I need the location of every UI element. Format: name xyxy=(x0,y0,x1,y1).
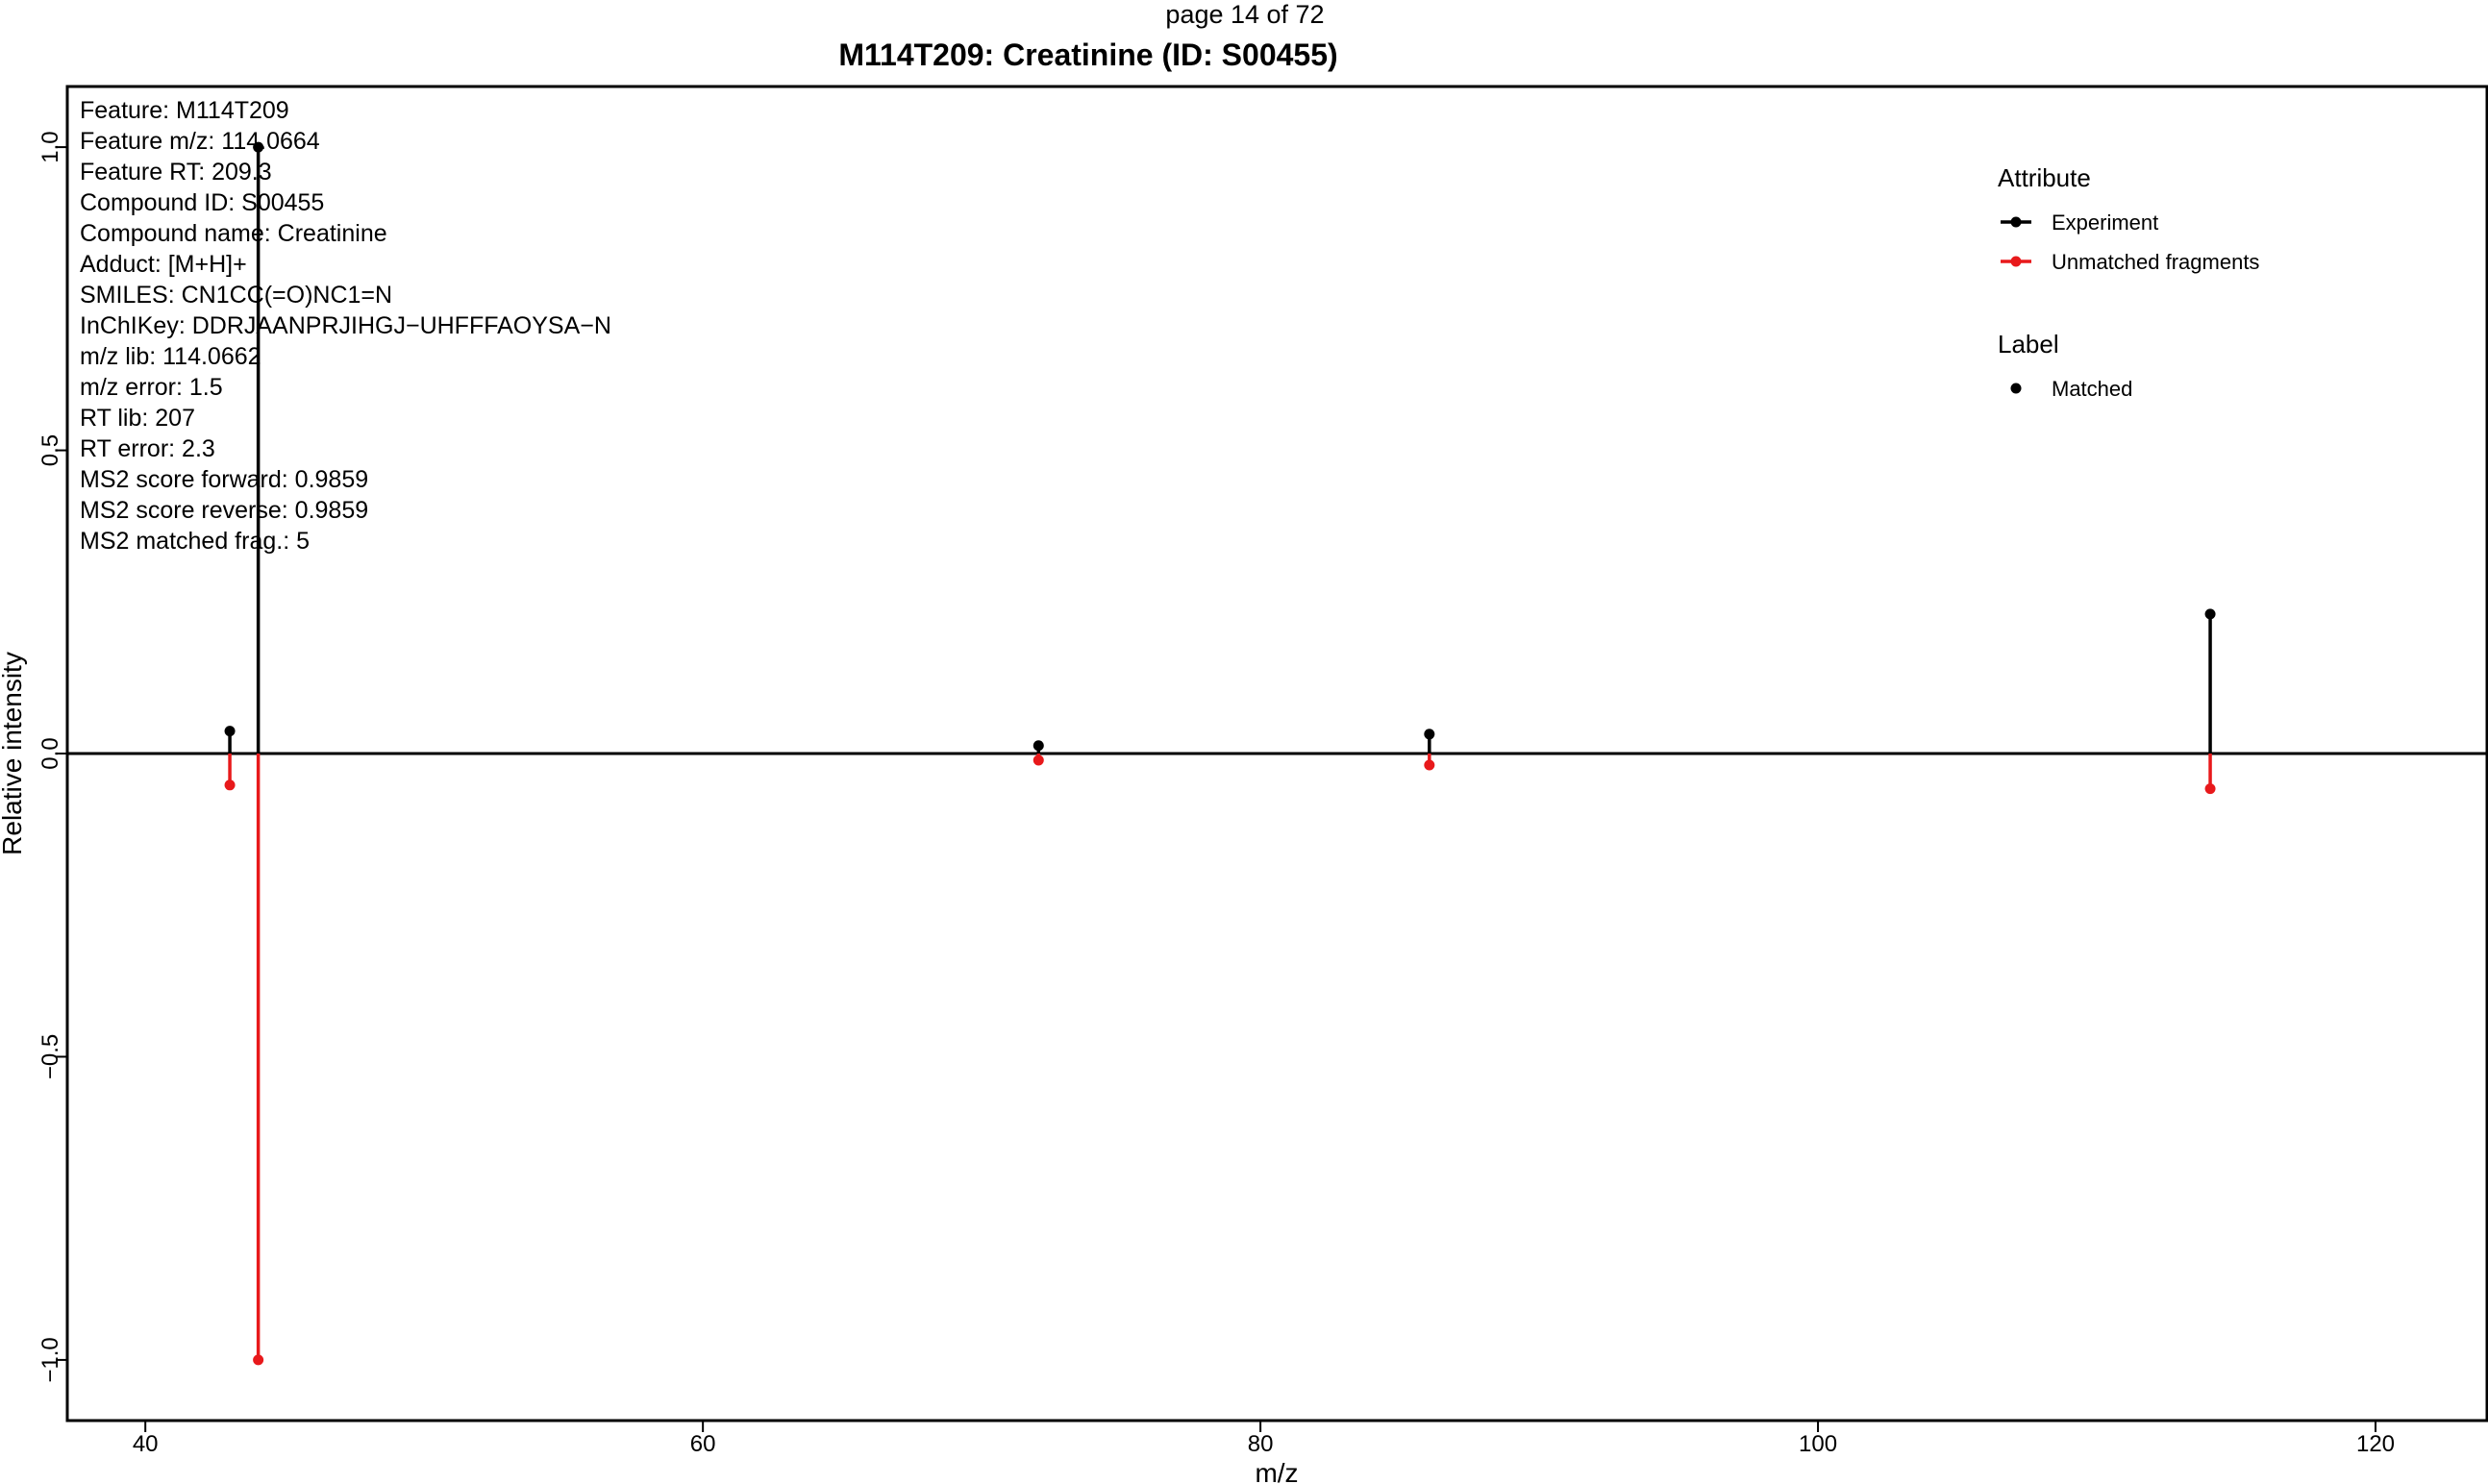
annotation-line: InChIKey: DDRJAANPRJIHGJ−UHFFFAOYSA−N xyxy=(80,312,611,339)
legend: Attribute Experiment Unmatched fragments La… xyxy=(1998,163,2259,401)
spectrum-peak-point xyxy=(253,141,264,153)
legend-point-swatch xyxy=(2010,256,2022,267)
annotation-line: m/z error: 1.5 xyxy=(80,374,223,401)
annotation-line: MS2 matched frag.: 5 xyxy=(80,528,310,555)
x-axis-label: m/z xyxy=(1255,1458,1298,1484)
annotation-line: Feature RT: 209.3 xyxy=(80,159,272,186)
spectrum-peak-point xyxy=(2204,783,2216,795)
y-tick-label: 0.0 xyxy=(37,737,63,769)
x-axis: 40 60 80 100 120 xyxy=(133,1421,2395,1457)
y-axis: −1.0 −0.5 0.0 0.5 1.0 xyxy=(37,131,67,1383)
legend-item-label: Experiment xyxy=(2052,210,2158,235)
annotation-line: RT lib: 207 xyxy=(80,405,195,432)
page-label: page 14 of 72 xyxy=(1165,0,1324,29)
y-tick-label: 0.5 xyxy=(37,434,63,466)
annotation-line: Feature: M114T209 xyxy=(80,97,289,124)
spectrum-peak-point xyxy=(224,779,236,791)
spectrum-peak-point xyxy=(2204,608,2216,620)
spectrum-peak-point xyxy=(1424,759,1435,771)
annotation-line: SMILES: CN1CC(=O)NC1=N xyxy=(80,282,392,309)
annotation-line: RT error: 2.3 xyxy=(80,435,215,462)
y-axis-label: Relative intensity xyxy=(0,652,27,855)
x-tick-label: 40 xyxy=(133,1431,159,1457)
spectrum-peak-point xyxy=(1424,729,1435,740)
y-tick-label: −1.0 xyxy=(37,1337,63,1382)
spectrum-peak-point xyxy=(253,1354,264,1366)
legend-item-label: Unmatched fragments xyxy=(2052,250,2259,274)
annotation-line: Feature m/z: 114.0664 xyxy=(80,128,320,155)
annotation-line: Adduct: [M+H]+ xyxy=(80,251,247,278)
series-layer xyxy=(224,141,2216,1366)
y-tick-label: 1.0 xyxy=(37,131,63,162)
x-tick-label: 60 xyxy=(690,1431,716,1457)
x-tick-label: 80 xyxy=(1248,1431,1274,1457)
feature-annotation: Feature: M114T209 Feature m/z: 114.0664 Fe… xyxy=(80,97,611,555)
legend-point-swatch xyxy=(2010,216,2022,228)
y-tick-label: −0.5 xyxy=(37,1034,63,1079)
legend-point-swatch xyxy=(2010,383,2022,394)
legend-title: Attribute xyxy=(1998,163,2091,192)
annotation-line: MS2 score reverse: 0.9859 xyxy=(80,497,368,524)
legend-title: Label xyxy=(1998,330,2059,359)
chart-title: M114T209: Creatinine (ID: S00455) xyxy=(838,37,1337,72)
spectrum-peak-point xyxy=(1033,740,1044,752)
legend-item-label: Matched xyxy=(2052,377,2132,401)
annotation-line: Compound ID: S00455 xyxy=(80,189,324,216)
x-tick-label: 100 xyxy=(1799,1431,1837,1457)
annotation-line: m/z lib: 114.0662 xyxy=(80,343,261,370)
spectrum-peak-point xyxy=(224,726,236,737)
x-tick-label: 120 xyxy=(2356,1431,2395,1457)
annotation-line: Compound name: Creatinine xyxy=(80,220,387,247)
spectrum-peak-point xyxy=(1033,754,1044,766)
annotation-line: MS2 score forward: 0.9859 xyxy=(80,466,368,493)
